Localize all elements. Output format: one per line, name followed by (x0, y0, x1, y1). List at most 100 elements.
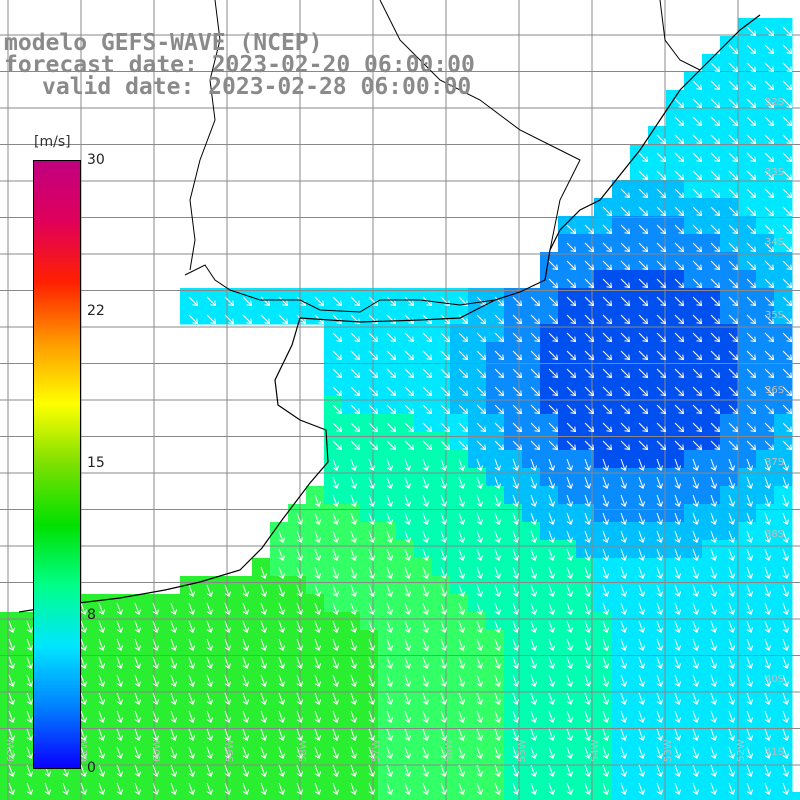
wind-arrow (674, 260, 685, 271)
wind-arrow (206, 602, 214, 616)
wind-arrow (386, 350, 397, 361)
wind-arrow (638, 404, 649, 415)
wind-arrow (332, 368, 343, 379)
wind-arrow (656, 188, 667, 199)
wind-arrow (440, 746, 448, 760)
forecast-date: forecast date: 2023-02-20 06:00:00 (4, 52, 475, 78)
wind-arrow (530, 368, 541, 379)
wind-cell (612, 792, 631, 800)
wind-arrow (242, 746, 250, 760)
wind-arrow (584, 332, 595, 343)
wind-arrow (782, 548, 790, 562)
wind-arrow (602, 422, 613, 433)
wind-arrow (710, 188, 721, 199)
wind-arrow (458, 656, 466, 670)
wind-arrow (692, 386, 703, 397)
wind-arrow (656, 548, 664, 562)
wind-arrow (530, 656, 538, 670)
wind-arrow (728, 422, 739, 433)
wind-arrow (386, 476, 394, 490)
wind-arrow (710, 656, 718, 670)
wind-arrow (422, 692, 430, 706)
wind-arrow (440, 368, 451, 379)
wind-arrow (476, 530, 484, 544)
wind-arrow (422, 620, 430, 634)
wind-arrow (512, 476, 520, 490)
wind-arrow (620, 620, 628, 634)
wind-arrow (548, 476, 556, 490)
wind-arrow (152, 782, 160, 796)
wind-arrow (764, 566, 772, 580)
wind-arrow (386, 746, 394, 760)
wind-arrow (710, 422, 721, 433)
wind-arrow (296, 710, 304, 724)
wind-arrow (782, 278, 793, 289)
wind-arrow (584, 764, 592, 778)
wind-arrow (620, 278, 631, 289)
wind-arrow (476, 746, 484, 760)
wind-arrow (494, 566, 502, 580)
wind-arrow (332, 710, 340, 724)
wind-arrow (746, 206, 757, 217)
wind-arrow (134, 782, 142, 796)
wind-arrow (710, 404, 721, 415)
wind-arrow (278, 530, 286, 544)
wind-arrow (602, 782, 610, 796)
wind-arrow (692, 530, 700, 544)
wind-arrow (710, 602, 718, 616)
wind-arrow (494, 404, 505, 415)
wind-arrow (296, 530, 304, 544)
wind-arrow (710, 764, 718, 778)
wind-arrow (134, 710, 142, 724)
wind-arrow (782, 26, 793, 37)
wind-arrow (674, 584, 682, 598)
wind-arrow (692, 134, 703, 145)
wind-arrow (710, 314, 721, 325)
latitude-label: 33S (765, 167, 784, 178)
wind-arrow (692, 566, 700, 580)
wind-cell (252, 792, 271, 800)
wind-arrow (314, 674, 322, 688)
wind-arrow (494, 422, 505, 433)
wind-arrow (134, 674, 142, 688)
wind-arrow (494, 638, 502, 652)
wind-arrow (602, 260, 613, 271)
wind-arrow (620, 350, 631, 361)
wind-arrow (710, 116, 721, 127)
wind-arrow (422, 728, 430, 742)
wind-arrow (80, 638, 88, 652)
wind-arrow (134, 764, 142, 778)
wind-arrow (638, 458, 646, 472)
wind-arrow (710, 350, 721, 361)
wind-arrow (548, 566, 556, 580)
wind-arrow (782, 62, 793, 73)
wind-arrow (584, 656, 592, 670)
wind-arrow (746, 656, 754, 670)
longitude-label: 61W (79, 739, 90, 762)
wind-arrow (728, 458, 736, 472)
wind-arrow (530, 332, 541, 343)
wind-arrow (8, 656, 16, 670)
wind-arrow (728, 80, 739, 91)
wind-arrow (764, 368, 775, 379)
wind-arrow (458, 422, 469, 433)
wind-arrow (764, 296, 775, 307)
wind-arrow (458, 710, 466, 724)
wind-arrow (440, 404, 451, 415)
wind-arrow (332, 350, 343, 361)
wind-arrow (782, 116, 793, 127)
wind-arrow (728, 638, 736, 652)
wind-arrow (548, 350, 559, 361)
colorbar-unit: [m/s] (34, 134, 71, 150)
wind-arrow (674, 458, 682, 472)
wind-arrow (692, 458, 700, 472)
wind-arrow (26, 746, 34, 760)
wind-arrow (656, 602, 664, 616)
wind-arrow (782, 530, 790, 544)
wind-arrow (422, 746, 430, 760)
wind-arrow (710, 440, 721, 451)
wind-arrow (764, 584, 772, 598)
wind-arrow (566, 566, 574, 580)
wind-arrow (134, 728, 142, 742)
wind-arrow (782, 458, 790, 472)
